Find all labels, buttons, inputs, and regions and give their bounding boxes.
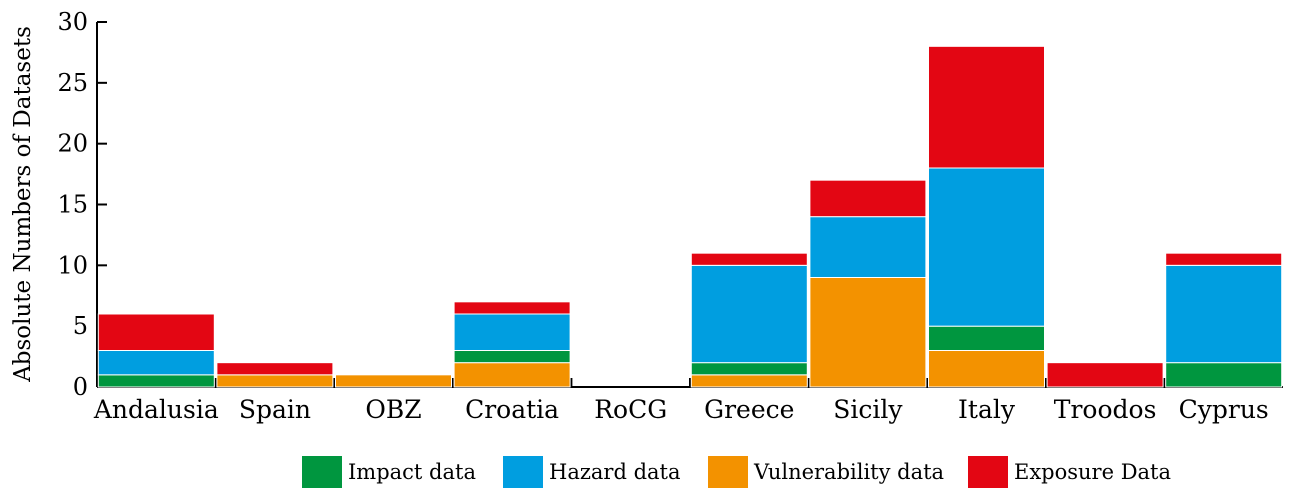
- bar-segment-vulnerability-data: [453, 362, 571, 388]
- bar-segment-hazard-data: [97, 350, 215, 376]
- bar-segment-exposure-data: [97, 313, 215, 351]
- bar-segment-impact-data: [97, 374, 215, 388]
- bar-segment-impact-data: [453, 350, 571, 364]
- bar-segment-exposure-data: [690, 252, 808, 266]
- x-tick-label: Italy: [958, 395, 1016, 424]
- bars: [97, 45, 1283, 388]
- x-tick-label: Cyprus: [1179, 395, 1269, 424]
- bar-segment-vulnerability-data: [690, 374, 808, 388]
- legend: Impact data Hazard data Vulnerability data…: [302, 456, 1171, 488]
- legend-label: Vulnerability data: [753, 460, 944, 484]
- y-tick-label: 20: [57, 130, 88, 158]
- bar-segment-exposure-data: [809, 179, 927, 218]
- bar-segment-vulnerability-data: [216, 374, 334, 388]
- legend-swatch: [302, 456, 342, 488]
- x-tick-label: Sicily: [833, 395, 903, 424]
- bar-segment-vulnerability-data: [809, 277, 927, 388]
- x-tick-label: OBZ: [365, 395, 421, 424]
- bar-segment-exposure-data: [1165, 252, 1283, 266]
- x-tick-label: Greece: [704, 395, 794, 424]
- x-tick-label: Croatia: [465, 395, 559, 424]
- x-tick-label: RoCG: [594, 395, 667, 424]
- bar-segment-vulnerability-data: [335, 374, 452, 388]
- legend-swatch: [968, 456, 1008, 488]
- y-tick-label: 10: [57, 251, 88, 279]
- legend-swatch: [503, 456, 543, 488]
- bar-segment-exposure-data: [216, 362, 334, 376]
- legend-label: Hazard data: [549, 460, 681, 484]
- x-tick-label: Spain: [239, 395, 311, 424]
- bar-segment-hazard-data: [809, 216, 927, 279]
- x-tick-label: Andalusia: [93, 395, 219, 424]
- y-tick-label: 5: [73, 312, 88, 340]
- bar-segment-hazard-data: [690, 264, 808, 364]
- category-labels: Andalusia Spain OBZ Croatia RoCG Greece Sicily…: [93, 395, 1269, 424]
- y-tick-label: 25: [57, 69, 88, 97]
- bar-segment-impact-data: [1165, 362, 1283, 388]
- bar-segment-vulnerability-data: [928, 350, 1045, 388]
- y-tick-label: 0: [73, 373, 88, 401]
- y-tick-label: 15: [57, 191, 88, 219]
- y-tick-label: 30: [57, 8, 88, 36]
- x-tick-label: Troodos: [1054, 395, 1157, 424]
- bar-segment-impact-data: [690, 362, 808, 376]
- bar-segment-exposure-data: [453, 301, 571, 315]
- bar-segment-hazard-data: [1165, 264, 1283, 364]
- bar-segment-hazard-data: [928, 167, 1045, 327]
- y-axis-title: Absolute Numbers of Datasets: [10, 26, 36, 383]
- bar-segment-exposure-data: [928, 45, 1045, 169]
- axes: 0 5 10 15 20 25 30: [57, 8, 1283, 401]
- legend-label: Impact data: [348, 460, 476, 484]
- legend-label: Exposure Data: [1014, 460, 1171, 484]
- bar-segment-hazard-data: [453, 313, 571, 351]
- bar-segment-impact-data: [928, 325, 1045, 351]
- bar-segment-exposure-data: [1046, 362, 1164, 388]
- legend-swatch: [708, 456, 748, 488]
